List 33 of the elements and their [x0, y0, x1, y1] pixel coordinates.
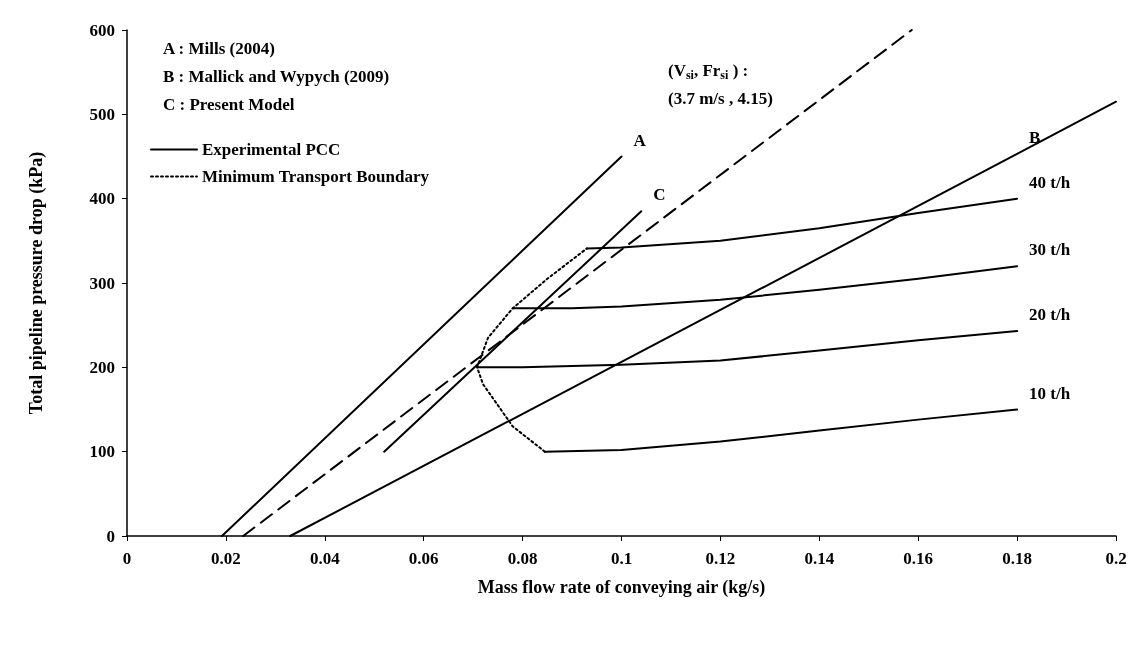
- x-tick-label: 0.16: [903, 549, 934, 568]
- x-tick-label: 0.12: [705, 549, 736, 568]
- annotation: A : Mills (2004): [163, 39, 275, 58]
- annotation: 20 t/h: [1029, 305, 1071, 325]
- x-axis-title: Mass flow rate of conveying air (kg/s): [477, 577, 766, 598]
- legend-label: Minimum Transport Boundary: [202, 167, 430, 186]
- legend-label: Experimental PCC: [202, 140, 341, 159]
- x-tick-label: 0.18: [1002, 549, 1032, 568]
- annotation: C : Present Model: [163, 95, 295, 114]
- x-tick-label: 0.1: [610, 549, 633, 568]
- annotation: A: [633, 130, 647, 150]
- y-tick-label: 600: [89, 20, 115, 40]
- annotation: B: [1029, 127, 1041, 147]
- annotation: 30 t/h: [1029, 240, 1071, 260]
- annotation: C: [653, 185, 666, 205]
- y-tick-label: 200: [89, 357, 115, 377]
- annotation: 40 t/h: [1029, 172, 1071, 192]
- y-tick-label: 100: [89, 442, 115, 462]
- y-tick-label: 500: [89, 104, 115, 124]
- x-tick-label: 0.14: [804, 549, 835, 568]
- y-tick-label: 0: [106, 526, 115, 546]
- x-tick-label: 0: [122, 549, 132, 568]
- annotation: (3.7 m/s , 4.15): [668, 89, 773, 108]
- x-tick-label: 0.08: [507, 549, 538, 568]
- annotation: 10 t/h: [1029, 383, 1071, 403]
- x-tick-label: 0.2: [1105, 549, 1127, 568]
- annotation: B : Mallick and Wypych (2009): [163, 67, 390, 86]
- x-tick-label: 0.06: [408, 549, 439, 568]
- x-tick-label: 0.02: [211, 549, 241, 568]
- y-axis-title: Total pipeline pressure drop (kPa): [26, 151, 47, 415]
- x-tick-label: 0.04: [309, 549, 341, 568]
- y-tick-label: 400: [89, 189, 115, 209]
- y-tick-label: 300: [89, 273, 115, 293]
